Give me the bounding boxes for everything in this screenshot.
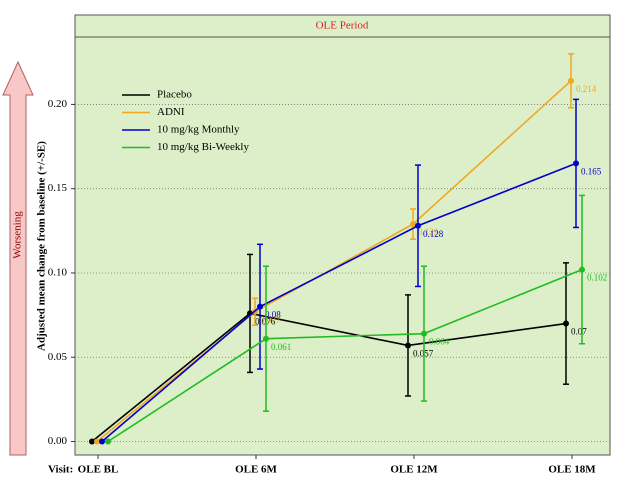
legend-label: 10 mg/kg Monthly [157,124,240,136]
legend-label: ADNI [157,106,185,118]
worsening-arrow [2,60,34,456]
point [568,77,574,84]
panel-strip [74,14,611,38]
value-label: 0.214 [576,84,597,94]
value-label: 0.129 [418,227,439,237]
point [573,160,579,167]
legend-label: Placebo [157,89,192,101]
value-label: 0.102 [587,273,607,283]
x-tick-label: OLE 18M [548,464,596,476]
y-tick-label: 0.10 [48,266,68,278]
value-label: 0.061 [271,342,291,352]
x-axis-label: Visit: [48,464,73,476]
value-label: 0.064 [429,337,450,347]
legend-label: 10 mg/kg Bi-Weekly [157,141,249,153]
y-tick-label: 0.00 [48,435,68,447]
x-tick-label: OLE 12M [390,464,438,476]
point [263,335,269,342]
value-label: 0.08 [265,310,281,320]
plot-area [74,36,611,456]
series-line [101,162,577,443]
series-line [91,312,567,443]
point [405,342,411,349]
x-tick-label: OLE BL [78,464,119,476]
series-line [107,268,583,443]
point [410,221,416,228]
x-tick-label: OLE 6M [235,464,277,476]
point [579,266,585,273]
point [421,330,427,337]
y-axis-label: Adjusted mean change from baseline (+/-S… [36,141,48,351]
value-label: 0.077 [260,315,281,325]
point [94,438,100,445]
value-label: 0.165 [581,166,602,176]
point [89,438,95,445]
y-tick-label: 0.05 [48,351,68,363]
point [563,320,569,327]
point [257,303,263,310]
point [105,438,111,445]
y-tick-label: 0.15 [48,182,68,194]
panel-title: OLE Period [316,20,369,32]
arrow-label: Worsening [12,211,24,259]
point [415,222,421,229]
value-label: 0.128 [423,229,444,239]
value-label: 0.07 [571,327,587,337]
y-tick-label: 0.20 [48,98,68,110]
point [99,438,105,445]
